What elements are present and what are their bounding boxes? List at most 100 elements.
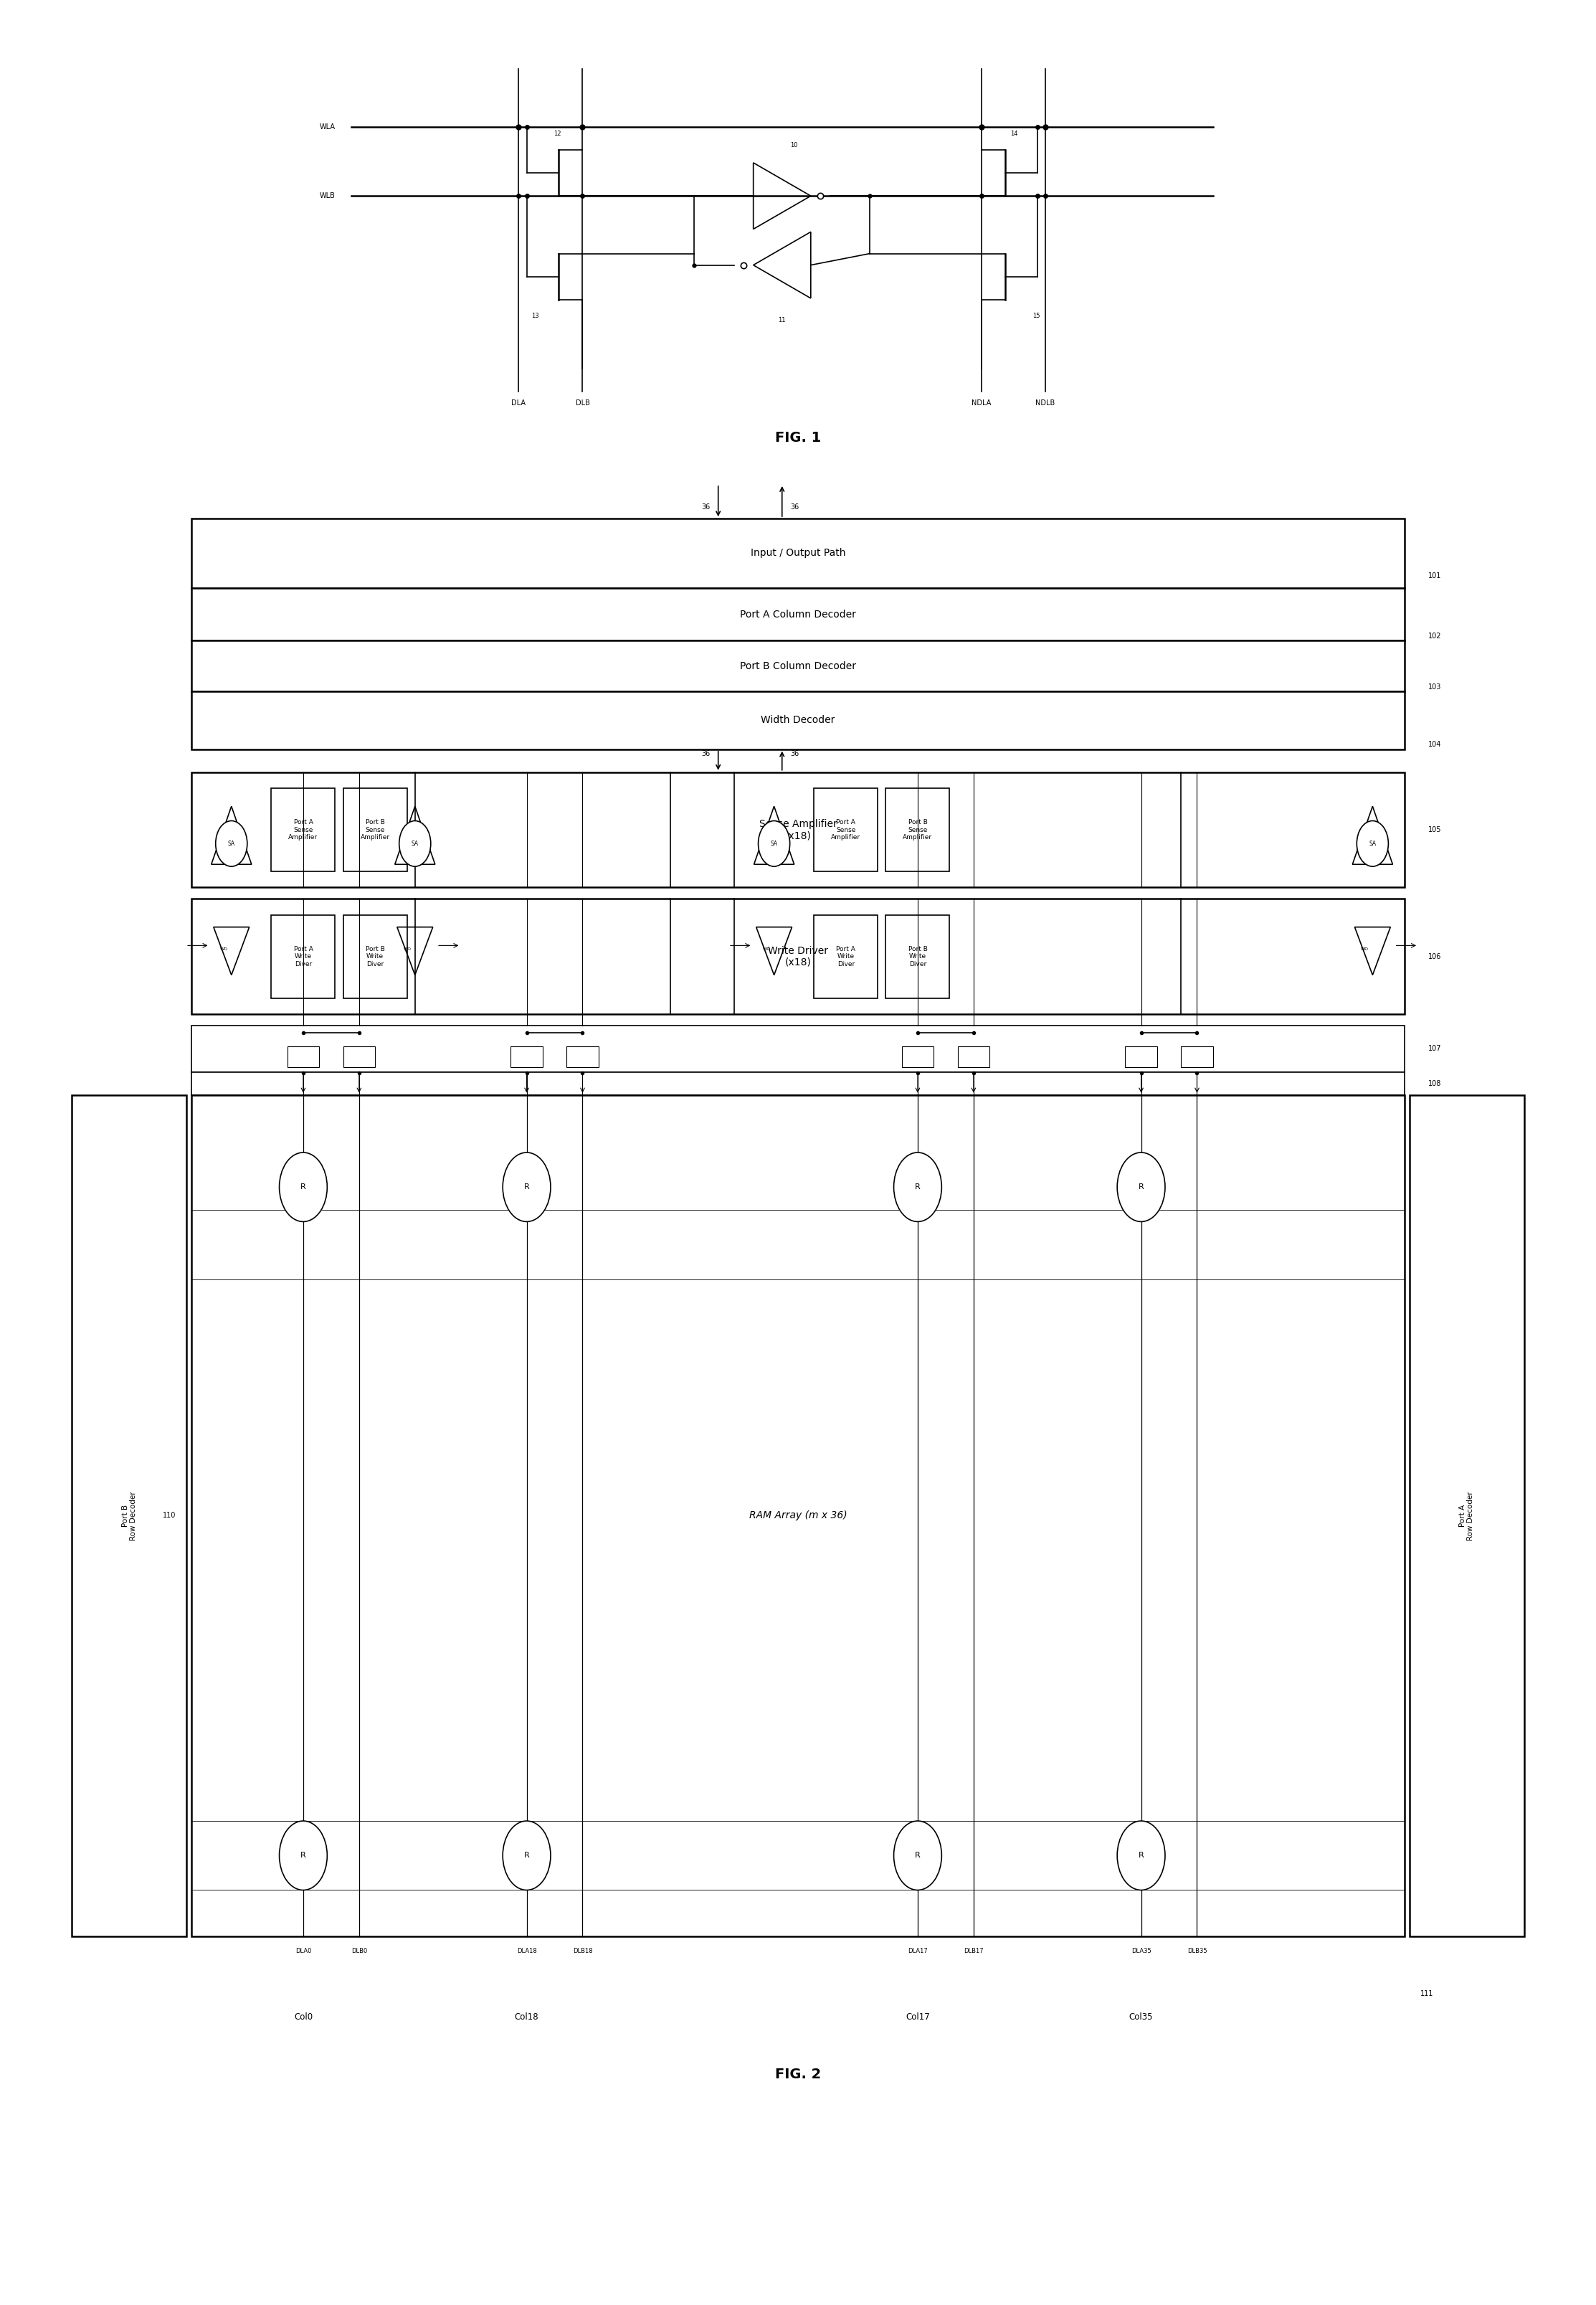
Circle shape (279, 1152, 327, 1222)
Text: Port A
Sense
Amplifier: Port A Sense Amplifier (289, 818, 318, 841)
Text: DLB17: DLB17 (964, 1948, 983, 1955)
Bar (271, 788, 335, 871)
Text: 14: 14 (1010, 131, 1018, 136)
Bar (192, 519, 1404, 588)
Bar (192, 641, 1404, 692)
Bar (72, 1095, 187, 1936)
Text: WD: WD (404, 947, 412, 952)
Bar (886, 915, 950, 998)
Bar (192, 1026, 1404, 1072)
Bar (1181, 1046, 1213, 1067)
Text: FIG. 1: FIG. 1 (776, 431, 820, 445)
Text: SA: SA (771, 841, 777, 846)
Text: Port B
Row Decoder: Port B Row Decoder (121, 1491, 137, 1540)
Circle shape (503, 1821, 551, 1890)
Text: 11: 11 (779, 318, 785, 323)
Text: Port B Column Decoder: Port B Column Decoder (741, 662, 855, 671)
Text: 107: 107 (1428, 1044, 1441, 1053)
Text: DLA: DLA (512, 399, 525, 408)
Bar (902, 1046, 934, 1067)
Text: WD: WD (220, 947, 228, 952)
Circle shape (894, 1152, 942, 1222)
Text: DLA17: DLA17 (908, 1948, 927, 1955)
Circle shape (1357, 821, 1389, 867)
Text: Port B
Sense
Amplifier: Port B Sense Amplifier (361, 818, 389, 841)
Text: FIG. 2: FIG. 2 (776, 2068, 820, 2081)
Text: WD: WD (1361, 947, 1369, 952)
Text: Col17: Col17 (905, 2012, 930, 2021)
Bar (814, 788, 878, 871)
Text: 106: 106 (1428, 952, 1441, 961)
Text: DLA35: DLA35 (1132, 1948, 1151, 1955)
Text: 111: 111 (1420, 1989, 1433, 1998)
Text: DLB18: DLB18 (573, 1948, 592, 1955)
Circle shape (279, 1821, 327, 1890)
Text: 108: 108 (1428, 1079, 1441, 1088)
Text: Port A
Row Decoder: Port A Row Decoder (1459, 1491, 1475, 1540)
Circle shape (1117, 1152, 1165, 1222)
Bar (192, 772, 1404, 887)
Text: 102: 102 (1428, 632, 1441, 641)
Text: Port A Column Decoder: Port A Column Decoder (741, 609, 855, 620)
Text: DLB: DLB (576, 399, 589, 408)
Bar (958, 1046, 990, 1067)
Text: DLB35: DLB35 (1187, 1948, 1207, 1955)
Bar (886, 788, 950, 871)
Bar (192, 1072, 1404, 1095)
Text: R: R (300, 1182, 306, 1192)
Text: Port B
Write
Diver: Port B Write Diver (908, 945, 927, 968)
Bar (343, 1046, 375, 1067)
Bar (1409, 1095, 1524, 1936)
Bar (287, 1046, 319, 1067)
Text: 36: 36 (701, 502, 710, 512)
Bar (271, 915, 335, 998)
Text: RAM Array (m x 36): RAM Array (m x 36) (749, 1510, 847, 1521)
Bar (192, 1095, 1404, 1936)
Bar (192, 588, 1404, 641)
Circle shape (503, 1152, 551, 1222)
Text: R: R (1138, 1182, 1144, 1192)
Bar (343, 788, 407, 871)
Text: WLB: WLB (319, 191, 335, 201)
Text: 105: 105 (1428, 825, 1441, 834)
Text: Width Decoder: Width Decoder (761, 715, 835, 726)
Text: R: R (1138, 1851, 1144, 1860)
Text: 110: 110 (163, 1512, 176, 1519)
Bar (192, 899, 1404, 1014)
Text: DLA18: DLA18 (517, 1948, 536, 1955)
Text: Sense Amplifier
(x18): Sense Amplifier (x18) (760, 818, 836, 841)
Text: Input / Output Path: Input / Output Path (750, 549, 846, 558)
Text: Col18: Col18 (514, 2012, 539, 2021)
Text: Port A
Write
Diver: Port A Write Diver (836, 945, 855, 968)
Text: R: R (523, 1182, 530, 1192)
Circle shape (894, 1821, 942, 1890)
Text: 13: 13 (531, 313, 539, 318)
Text: 36: 36 (790, 502, 800, 512)
Circle shape (399, 821, 431, 867)
Text: DLB0: DLB0 (351, 1948, 367, 1955)
Text: 101: 101 (1428, 572, 1441, 581)
Text: Port B
Write
Diver: Port B Write Diver (365, 945, 385, 968)
Bar (343, 915, 407, 998)
Text: Col35: Col35 (1128, 2012, 1154, 2021)
Text: Port A
Write
Diver: Port A Write Diver (294, 945, 313, 968)
Text: R: R (915, 1851, 921, 1860)
Text: 36: 36 (790, 749, 800, 758)
Text: 104: 104 (1428, 740, 1441, 749)
Text: DLA0: DLA0 (295, 1948, 311, 1955)
Circle shape (215, 821, 247, 867)
Bar (814, 915, 878, 998)
Text: Port B
Sense
Amplifier: Port B Sense Amplifier (903, 818, 932, 841)
Circle shape (1117, 1821, 1165, 1890)
Text: WLA: WLA (319, 122, 335, 131)
Text: Write Driver
(x18): Write Driver (x18) (768, 945, 828, 968)
Text: SA: SA (1369, 841, 1376, 846)
Text: Col0: Col0 (294, 2012, 313, 2021)
Text: 12: 12 (554, 131, 562, 136)
Bar (1125, 1046, 1157, 1067)
Text: R: R (523, 1851, 530, 1860)
Text: WD: WD (763, 947, 771, 952)
Text: 36: 36 (701, 749, 710, 758)
Bar (192, 692, 1404, 749)
Text: SA: SA (412, 841, 418, 846)
